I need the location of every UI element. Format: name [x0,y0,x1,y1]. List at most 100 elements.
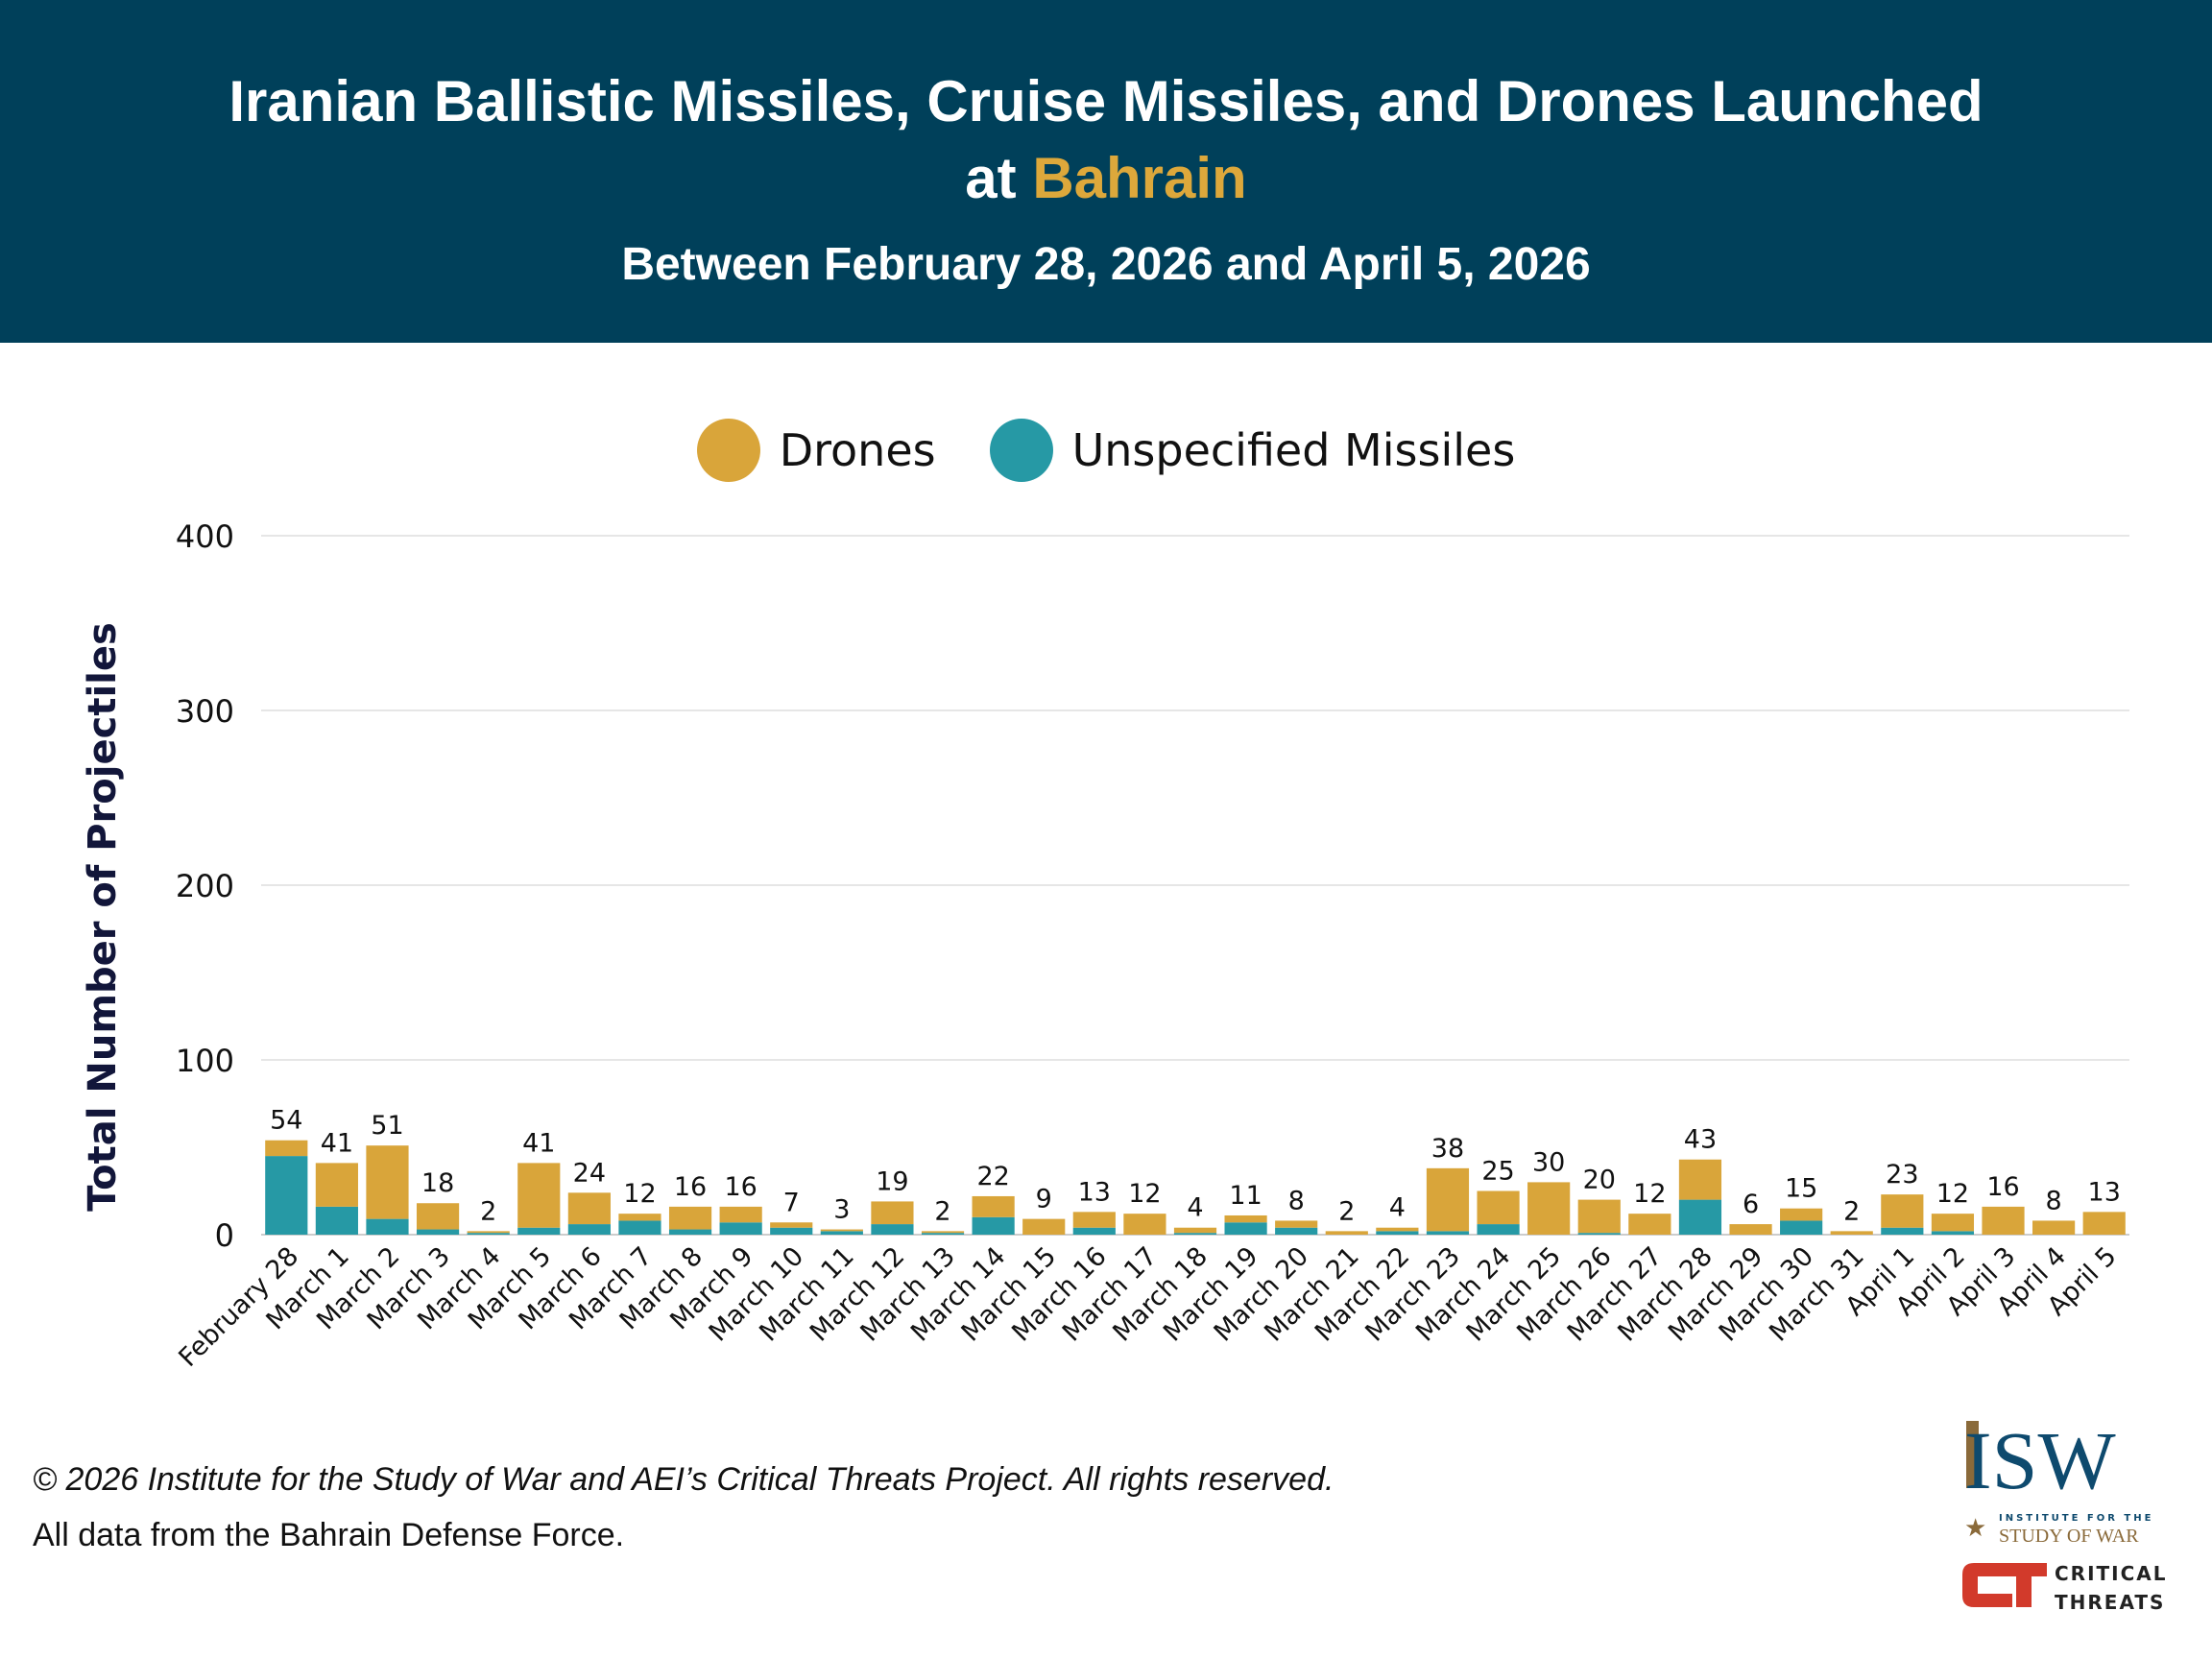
bar-missiles [1224,1222,1267,1235]
bar-drones [1376,1227,1419,1232]
bar-missiles [1678,1199,1722,1235]
data-label: 13 [1078,1177,1111,1207]
bar-drones [1022,1218,1066,1235]
legend-label-missiles: Unspecified Missiles [1071,424,1516,476]
y-tick-label: 0 [215,1217,234,1254]
bar-drones [517,1163,561,1228]
chart-subtitle: Between February 28, 2026 and April 5, 2… [621,239,1591,290]
bar-drones [1224,1214,1267,1223]
data-label: 16 [1986,1172,2019,1202]
data-label: 9 [1036,1185,1052,1214]
bar-drones [1881,1194,1924,1228]
data-label: 23 [1886,1160,1918,1190]
data-label: 22 [976,1162,1009,1191]
bar-drones [416,1203,460,1230]
legend-item-missiles: Unspecified Missiles [989,419,1516,482]
data-label: 43 [1684,1125,1717,1155]
data-label: 54 [270,1106,302,1136]
bar-drones [2032,1220,2076,1235]
svg-text:INSTITUTE FOR THE: INSTITUTE FOR THE [1999,1513,2153,1524]
bar-drones [871,1201,914,1225]
y-tick-label: 100 [176,1043,234,1079]
data-label: 13 [2088,1177,2121,1207]
bar-missiles [517,1227,561,1235]
bar-drones [921,1231,965,1234]
data-label: 16 [724,1172,757,1202]
bar-missiles [467,1233,510,1235]
bar-missiles [1780,1220,1823,1235]
bar-drones [668,1206,712,1230]
data-label: 30 [1532,1147,1565,1177]
bar-missiles [770,1227,813,1235]
copyright-note: © 2026 Institute for the Study of War an… [33,1461,1334,1498]
bar-missiles [567,1224,611,1235]
data-label: 12 [623,1179,656,1209]
bar-drones [1123,1214,1166,1235]
data-label: 8 [2046,1186,2062,1215]
title-highlight: Bahrain [1032,146,1247,210]
bar-drones [1678,1159,1722,1200]
data-label: 12 [1936,1179,1969,1209]
legend-swatch-drones [696,419,760,482]
data-label: 2 [480,1196,496,1226]
bar-missiles [972,1216,1015,1235]
bar-missiles [416,1229,460,1235]
bar-drones [1628,1214,1671,1235]
data-label: 24 [573,1158,606,1188]
bar-missiles [1426,1231,1470,1235]
bar-drones [265,1140,308,1157]
data-label: 18 [421,1168,454,1198]
header: Iranian Ballistic Missiles, Cruise Missi… [0,0,2212,343]
data-label: 11 [1229,1181,1262,1211]
data-label: 4 [1389,1193,1406,1223]
data-label: 12 [1633,1179,1666,1209]
bar-drones [1931,1214,1975,1232]
data-label: 6 [1743,1190,1759,1219]
y-axis-title: Total Number of Projectiles [81,622,125,1212]
bar-missiles [820,1231,863,1235]
bar-missiles [1881,1227,1924,1235]
data-label: 2 [934,1196,950,1226]
bar-missiles [719,1222,762,1235]
data-label: 8 [1288,1186,1305,1215]
legend-label-drones: Drones [779,424,936,476]
svg-text:THREATS: THREATS [2055,1591,2165,1614]
legend: Drones Unspecified Missiles [0,419,2212,482]
logos: ISW ★ INSTITUTE FOR THE STUDY OF WAR CRI… [1955,1411,2176,1626]
legend-swatch-missiles [989,419,1053,482]
bar-drones [820,1229,863,1232]
data-label: 2 [1338,1196,1355,1226]
bar-drones [1780,1208,1823,1221]
data-label: 16 [674,1172,707,1202]
bar-drones [1426,1167,1470,1232]
bar-drones [467,1231,510,1234]
data-label: 25 [1481,1157,1514,1187]
bar-drones [1527,1182,1571,1235]
data-label: 38 [1431,1134,1464,1164]
chart-plot: Total Number of Projectiles 0 100 200 300 40… [81,518,2129,1373]
data-label: 7 [783,1188,800,1217]
title-line-2: at [965,146,1033,210]
svg-text:STUDY OF WAR: STUDY OF WAR [1999,1526,2139,1547]
bar-missiles [1931,1231,1975,1235]
bar-drones [1577,1199,1621,1234]
bar-missiles [315,1206,358,1235]
bar-missiles [1275,1227,1318,1235]
bar-missiles [1477,1224,1520,1235]
source-note: All data from the Bahrain Defense Force. [33,1517,625,1553]
bar-drones [315,1163,358,1207]
bar-drones [1830,1231,1873,1235]
bar-missiles [1072,1227,1116,1235]
legend-item-drones: Drones [696,419,936,482]
title-line-1: Iranian Ballistic Missiles, Cruise Missi… [228,69,1984,133]
bar-drones [618,1214,661,1221]
bar-missiles [618,1220,661,1235]
svg-text:CRITICAL: CRITICAL [2055,1562,2168,1585]
bar-missiles [668,1229,712,1235]
data-label: 51 [371,1111,403,1141]
bar-drones [1982,1206,2025,1235]
bar-drones [1729,1224,1772,1235]
y-tick-label: 300 [176,693,234,730]
bar-drones [567,1192,611,1225]
svg-text:★: ★ [1964,1514,1986,1543]
